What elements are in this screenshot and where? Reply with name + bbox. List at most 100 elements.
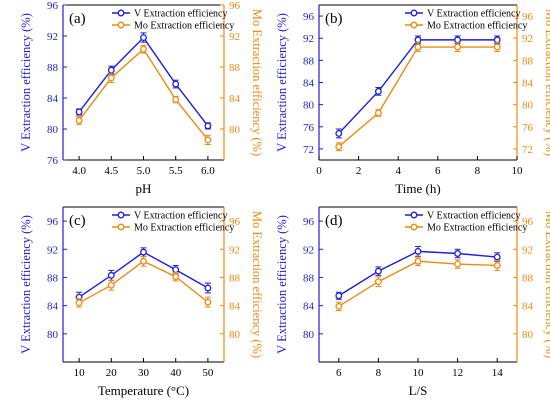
data-point — [204, 136, 212, 144]
left-y-tick-label: 88 — [303, 55, 315, 67]
data-point — [454, 36, 462, 44]
right-y-tick-label: 92 — [522, 33, 533, 45]
data-point — [335, 292, 343, 300]
data-point — [454, 43, 462, 51]
x-tick-label: 6.0 — [201, 165, 215, 177]
x-tick-label: 0 — [316, 165, 322, 177]
right-y-tick-label: 80 — [229, 329, 241, 341]
right-y-tick-label: 92 — [229, 31, 240, 43]
left-y-tick-label: 80 — [47, 124, 59, 136]
legend-marker — [117, 223, 125, 231]
right-y-tick-label: 84 — [229, 301, 241, 313]
x-tick-label: 40 — [170, 367, 182, 379]
x-tick-label: 8 — [376, 367, 382, 379]
series-line — [78, 48, 209, 141]
series-line — [78, 260, 209, 304]
left-y-tick-label: 88 — [47, 272, 59, 284]
legend-label: Mo Extraction efficiency — [427, 21, 527, 32]
legend-marker — [410, 211, 418, 219]
legend-marker — [410, 223, 418, 231]
right-y-axis-label: Mo Extraction efficiency (%) — [250, 9, 264, 156]
x-tick-label: 8 — [475, 165, 481, 177]
x-axis-label: Time (h) — [395, 181, 440, 196]
right-y-axis-label: Mo Extraction efficiency (%) — [543, 9, 550, 156]
right-y-tick-label: 88 — [229, 62, 241, 74]
panel-label: (a) — [69, 11, 86, 27]
left-y-axis-label: V Extraction efficiency (%) — [275, 13, 289, 152]
left-y-tick-label: 84 — [303, 301, 315, 313]
left-y-tick-label: 88 — [303, 272, 315, 284]
x-tick-label: 10 — [413, 367, 425, 379]
left-y-tick-label: 84 — [303, 78, 315, 90]
data-point — [414, 247, 422, 255]
right-y-tick-label: 96 — [522, 216, 534, 228]
data-point — [172, 96, 180, 103]
right-y-tick-label: 88 — [229, 272, 241, 284]
right-y-tick-label: 84 — [522, 301, 534, 313]
right-y-tick-label: 76 — [522, 122, 534, 134]
left-y-tick-label: 96 — [303, 11, 315, 23]
left-y-tick-label: 80 — [303, 100, 315, 112]
x-tick-label: 10 — [74, 367, 86, 379]
data-point — [374, 87, 382, 95]
right-y-tick-label: 72 — [522, 144, 533, 156]
x-axis-label: pH — [136, 181, 152, 196]
left-y-tick-label: 84 — [47, 93, 59, 105]
data-point — [454, 260, 462, 268]
data-point — [204, 122, 212, 130]
legend-label: V Extraction efficiency — [427, 211, 520, 222]
legend-marker — [117, 211, 125, 219]
left-y-axis-label: V Extraction efficiency (%) — [19, 13, 33, 152]
left-y-tick-label: 76 — [47, 155, 59, 167]
panel-a: 4.0 4.5 5.0 5.5 6.0 76 80 84 88 92 96 80 84 88 92 96 pH V… — [19, 0, 264, 196]
left-y-tick-label: 80 — [47, 329, 59, 341]
data-point — [107, 74, 115, 82]
right-y-tick-label: 96 — [229, 0, 241, 12]
panel-c: 10 20 30 40 50 80 84 88 92 96 80 84 88 92 96 Temperatur… — [19, 206, 264, 398]
legend-label: Mo Extraction efficiency — [134, 223, 234, 234]
data-point — [75, 117, 83, 124]
x-tick-label: 2 — [356, 165, 362, 177]
left-y-tick-label: 76 — [303, 122, 315, 134]
right-y-tick-label: 92 — [522, 244, 533, 256]
legend-marker — [410, 21, 418, 29]
right-y-tick-label: 84 — [522, 78, 534, 90]
data-point — [374, 109, 382, 117]
series-line — [338, 46, 498, 148]
left-y-tick-label: 92 — [47, 244, 58, 256]
data-point — [493, 262, 501, 269]
right-y-tick-label: 88 — [522, 55, 534, 67]
legend-label: V Extraction efficiency — [134, 211, 227, 222]
left-y-tick-label: 92 — [303, 33, 314, 45]
x-tick-label: 6 — [336, 367, 342, 379]
data-point — [414, 257, 422, 265]
left-y-tick-label: 96 — [47, 216, 59, 228]
data-point — [75, 299, 83, 307]
data-point — [140, 248, 147, 256]
data-point — [204, 284, 212, 292]
right-y-axis-label: Mo Extraction efficiency (%) — [250, 211, 264, 358]
panel-b: 0 2 4 6 8 10 72 76 80 84 88 92 96 72 76 80 84 88 92 96 Time … — [275, 4, 550, 196]
legend-label: V Extraction efficiency — [134, 9, 227, 20]
data-point — [493, 253, 501, 261]
data-point — [493, 36, 501, 44]
left-y-tick-label: 96 — [303, 216, 315, 228]
right-y-tick-label: 92 — [229, 244, 240, 256]
left-y-tick-label: 88 — [47, 62, 59, 74]
left-y-axis-label: V Extraction efficiency (%) — [19, 215, 33, 354]
data-point — [493, 43, 501, 51]
x-tick-label: 14 — [492, 367, 504, 379]
data-point — [374, 267, 382, 275]
data-point — [140, 45, 147, 53]
left-y-tick-label: 72 — [303, 144, 314, 156]
data-point — [172, 266, 180, 274]
x-tick-label: 4.0 — [72, 165, 86, 177]
left-y-tick-label: 92 — [303, 244, 314, 256]
left-y-tick-label: 92 — [47, 31, 58, 43]
data-point — [140, 34, 147, 41]
data-point — [454, 250, 462, 257]
x-axis-label: Temperature (°C) — [98, 383, 189, 398]
left-y-tick-label: 84 — [47, 301, 59, 313]
data-point — [172, 273, 180, 281]
